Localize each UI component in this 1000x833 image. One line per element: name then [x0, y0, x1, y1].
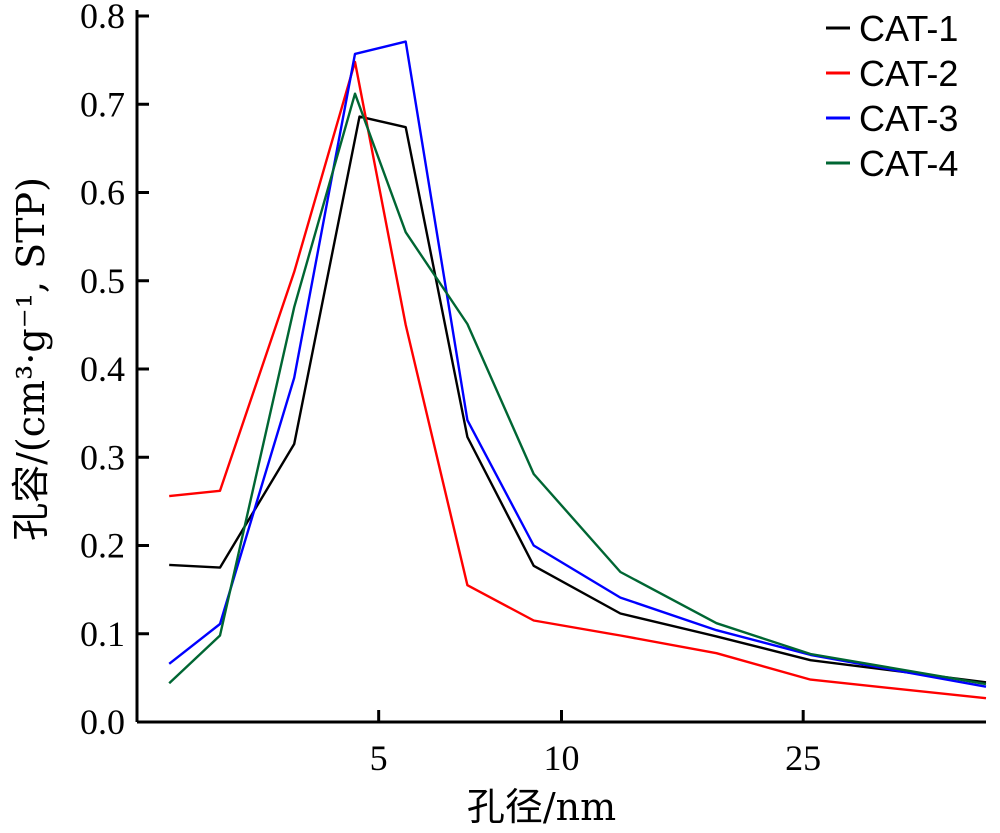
legend-label: CAT-2	[859, 53, 958, 94]
y-ticks: 0.0 0.1 0.2 0.3 0.4 0.5 0.6 0.7 0.8	[80, 0, 149, 742]
series-line-cat-1	[169, 115, 987, 684]
y-tick-label: 0.8	[80, 0, 125, 36]
series-line-cat-4	[168, 92, 987, 686]
series-line-cat-2	[169, 60, 987, 700]
x-ticks: 5 10 25	[370, 710, 821, 778]
y-tick-label: 0.5	[80, 261, 125, 301]
y-tick-label: 0.1	[80, 614, 125, 654]
y-axis-title: 孔容/(cm³·g⁻¹, STP)	[9, 177, 53, 541]
y-tick-label: 0.7	[80, 84, 125, 124]
y-tick-label: 0.3	[80, 437, 125, 477]
y-tick-label: 0.2	[80, 526, 125, 566]
x-tick-label: 25	[785, 738, 821, 778]
legend-label: CAT-4	[859, 143, 958, 184]
legend-label: CAT-1	[859, 8, 958, 49]
y-tick-label: 0.0	[80, 702, 125, 742]
legend-label: CAT-3	[859, 98, 958, 139]
plot-lines	[168, 40, 987, 700]
y-tick-label: 0.4	[80, 349, 125, 389]
x-tick-label: 5	[370, 738, 388, 778]
series-line-cat-3	[168, 40, 987, 688]
x-tick-label: 10	[544, 738, 580, 778]
y-tick-label: 0.6	[80, 173, 125, 213]
x-axis-title: 孔径/nm	[467, 785, 616, 829]
